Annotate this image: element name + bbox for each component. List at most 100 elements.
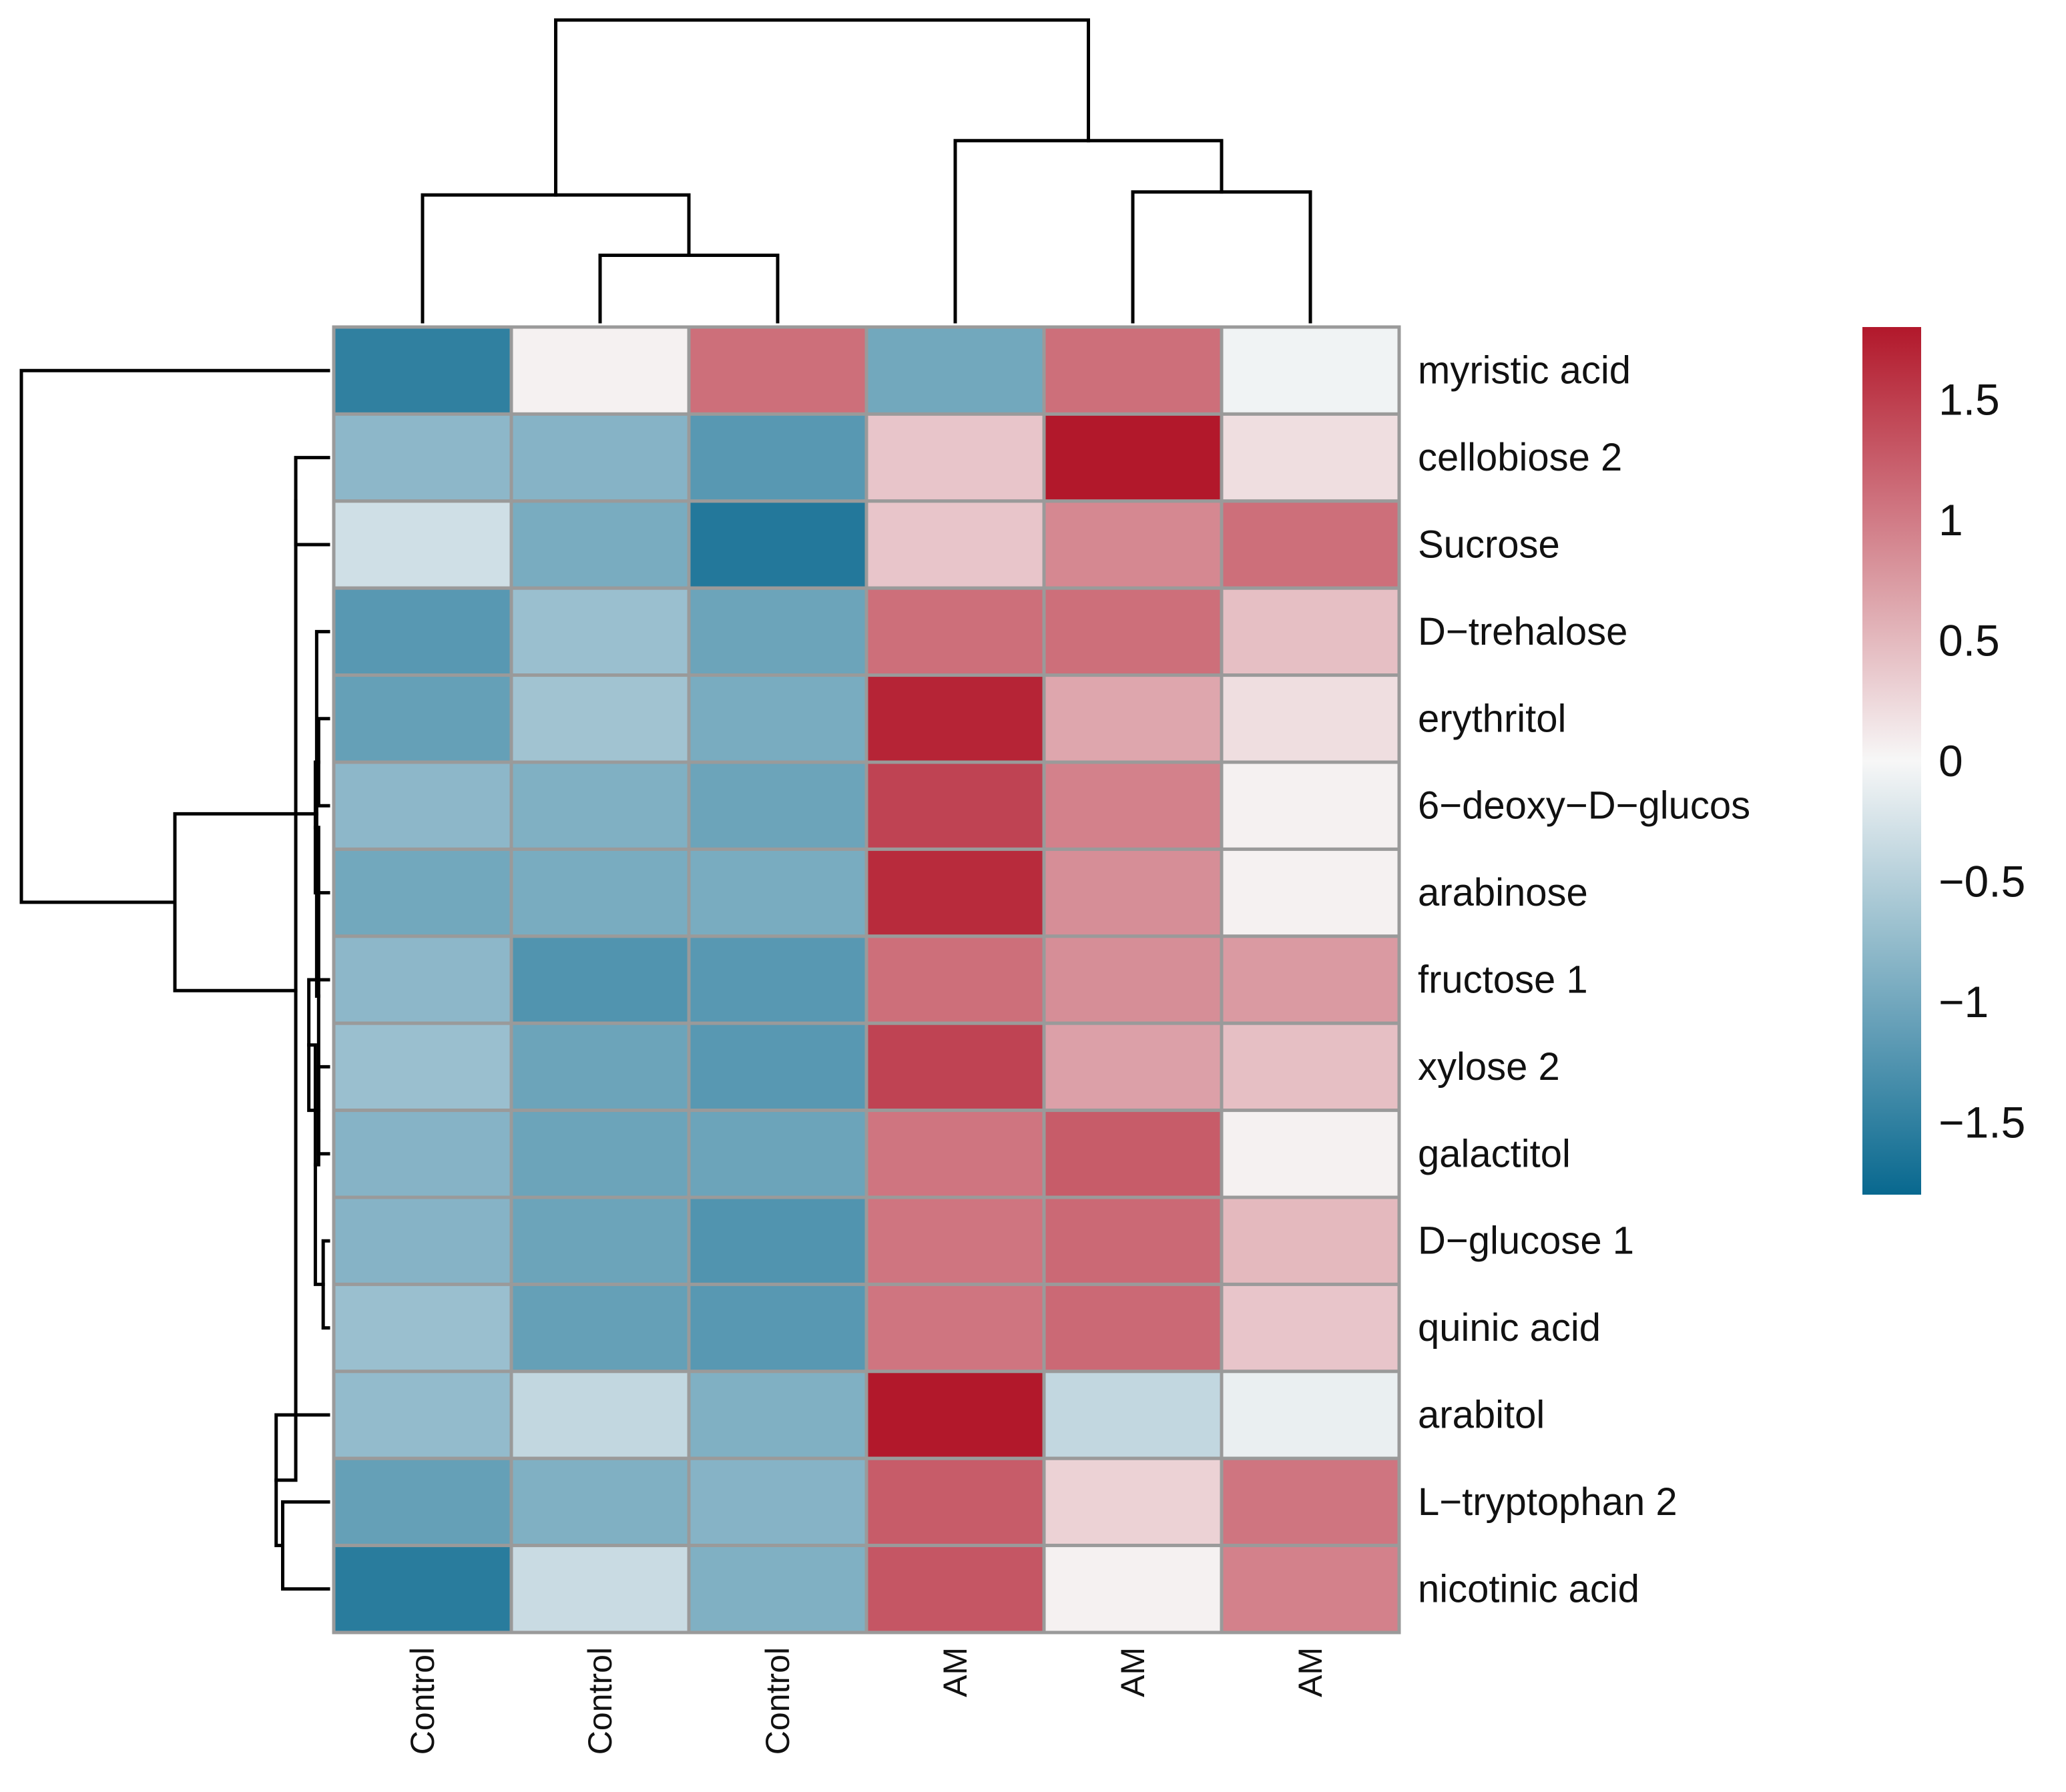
- heatmap-cell: [1220, 847, 1401, 938]
- column-dendrogram: [421, 18, 1312, 324]
- heatmap-cell: [1042, 934, 1224, 1025]
- heatmap-cells: [332, 325, 1401, 1634]
- heatmap-cell: [509, 1195, 691, 1286]
- column-label: AM: [937, 1647, 974, 1697]
- heatmap-cell: [687, 1544, 868, 1634]
- heatmap-cell: [864, 499, 1046, 590]
- row-label: Sucrose: [1418, 523, 1560, 567]
- heatmap-cell: [864, 1195, 1046, 1286]
- heatmap-cell: [864, 586, 1046, 677]
- heatmap-cell: [1220, 1021, 1401, 1113]
- heatmap-cell: [1220, 673, 1401, 764]
- heatmap-cell: [687, 1021, 868, 1113]
- heatmap-cell: [509, 1456, 691, 1548]
- heatmap-cell: [1042, 1456, 1224, 1548]
- legend-tick-label: 1: [1939, 495, 1963, 545]
- heatmap-cell: [687, 325, 868, 416]
- heatmap-cell: [864, 760, 1046, 851]
- heatmap-cell: [1220, 1544, 1401, 1634]
- heatmap-cell: [1220, 934, 1401, 1025]
- row-label: quinic acid: [1418, 1306, 1601, 1350]
- heatmap-cell: [1042, 325, 1224, 416]
- heatmap-cell: [1220, 1370, 1401, 1460]
- row-label: xylose 2: [1418, 1045, 1560, 1089]
- heatmap-cell: [1220, 586, 1401, 677]
- heatmap-cell: [509, 1282, 691, 1374]
- heatmap-cell: [1042, 673, 1224, 764]
- heatmap-cell: [1042, 760, 1224, 851]
- heatmap-cell: [509, 586, 691, 677]
- row-label: L−tryptophan 2: [1418, 1480, 1677, 1524]
- row-label: cellobiose 2: [1418, 436, 1622, 479]
- column-dendrogram-branch: [554, 18, 1090, 197]
- row-dendrogram-branch: [274, 499, 298, 1482]
- heatmap-cell: [687, 499, 868, 590]
- heatmap-cell: [1220, 1282, 1401, 1374]
- row-label: D−glucose 1: [1418, 1219, 1634, 1263]
- column-dendrogram-branch: [953, 139, 1224, 324]
- heatmap-cell: [687, 1195, 868, 1286]
- heatmap-cell: [1220, 325, 1401, 416]
- heatmap-cell: [1042, 412, 1224, 503]
- heatmap-cell: [332, 586, 513, 677]
- heatmap-cell: [864, 1021, 1046, 1113]
- heatmap-cell: [332, 1109, 513, 1199]
- legend-tick-label: −1.5: [1939, 1098, 2025, 1147]
- heatmap-cell: [1220, 1195, 1401, 1286]
- heatmap-cell: [1220, 760, 1401, 851]
- heatmap-cell: [864, 1370, 1046, 1460]
- heatmap-cell: [1042, 1021, 1224, 1113]
- column-dendrogram-branch: [421, 193, 691, 324]
- heatmap-cell: [864, 1456, 1046, 1548]
- heatmap-cell: [509, 1021, 691, 1113]
- heatmap-cell: [332, 760, 513, 851]
- row-dendrogram-branch: [19, 368, 330, 904]
- color-legend-ticks: 1.5 1 0.5 0 −0.5 −1 −1.5: [1939, 374, 2025, 1147]
- heatmap-cell: [332, 1195, 513, 1286]
- heatmap-cell: [687, 673, 868, 764]
- heatmap-cell: [864, 673, 1046, 764]
- heatmap-cell: [1220, 412, 1401, 503]
- row-dendrogram-branch: [294, 456, 330, 547]
- legend-tick-label: −0.5: [1939, 857, 2025, 906]
- heatmap-cell: [509, 934, 691, 1025]
- column-label: Control: [404, 1647, 441, 1755]
- heatmap-cell: [864, 1544, 1046, 1634]
- heatmap-cell: [332, 1544, 513, 1634]
- heatmap-cell: [1042, 1282, 1224, 1374]
- heatmap-cell: [509, 412, 691, 503]
- heatmap-cell: [509, 673, 691, 764]
- heatmap-cell: [1042, 847, 1224, 938]
- row-labels: myristic acid cellobiose 2 Sucrose D−trehal…: [1418, 349, 1750, 1611]
- color-legend-bar: [1862, 327, 1921, 1195]
- heatmap-cell: [864, 325, 1046, 416]
- heatmap-cell: [509, 847, 691, 938]
- column-labels: Control Control Control AM AM AM: [404, 1647, 1329, 1755]
- row-label: erythritol: [1418, 697, 1566, 740]
- heatmap-cell: [1042, 499, 1224, 590]
- legend-tick-label: 1.5: [1939, 374, 2000, 424]
- row-label: myristic acid: [1418, 349, 1631, 392]
- row-label: fructose 1: [1418, 958, 1588, 1002]
- row-dendrogram-branch: [280, 1500, 330, 1591]
- column-label: Control: [581, 1647, 619, 1755]
- row-label: arabinose: [1418, 871, 1588, 914]
- heatmap-cell: [509, 1109, 691, 1199]
- heatmap-cell: [687, 1456, 868, 1548]
- heatmap-cell: [332, 847, 513, 938]
- heatmap-cell: [509, 1370, 691, 1460]
- heatmap-cell: [509, 325, 691, 416]
- heatmap-cell: [687, 760, 868, 851]
- column-label: AM: [1292, 1647, 1329, 1697]
- heatmap-cell: [687, 1282, 868, 1374]
- heatmap-cell: [1042, 1544, 1224, 1634]
- row-label: nicotinic acid: [1418, 1567, 1639, 1610]
- legend-tick-label: 0.5: [1939, 615, 2000, 665]
- heatmap-cell: [509, 499, 691, 590]
- heatmap-cell: [332, 412, 513, 503]
- heatmap-cell: [332, 673, 513, 764]
- heatmap-cell: [332, 499, 513, 590]
- row-label: 6−deoxy−D−glucos: [1418, 784, 1750, 828]
- legend-tick-label: −1: [1939, 977, 1989, 1026]
